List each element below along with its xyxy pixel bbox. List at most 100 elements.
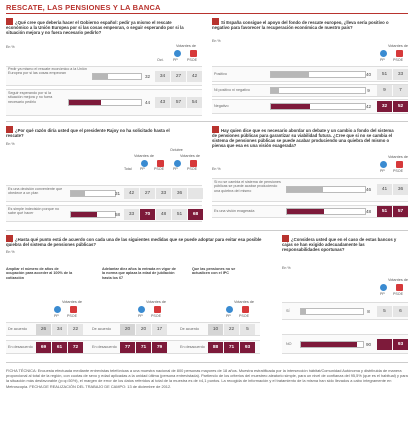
q2-row-2-psoe: 7 [393, 85, 408, 96]
q6-votantes-header: Votantes de [387, 278, 408, 282]
q2-row-1-bar [270, 71, 366, 78]
q3-col-psoe: PSOE [154, 167, 164, 171]
q4-row-1-psoe: 36 [393, 184, 408, 195]
q2-votantes-header: Votantes de [387, 44, 408, 48]
bar-fill [71, 212, 97, 217]
psoe-logo-icon [154, 306, 161, 313]
q5-row-acuerdo-label-3: De acuerdo [180, 327, 200, 331]
q5-s1-acuerdo-total: 26 [36, 324, 51, 335]
pp-logo-icon [54, 306, 61, 313]
q1-row-2-oct: 43 [155, 97, 170, 108]
q5-sub-3-label: Que las pensiones no se actualicen con e… [192, 267, 236, 276]
q3-row-1-cell-2: 27 [140, 188, 155, 199]
q5-s1-desacuerdo-total: 69 [36, 342, 51, 353]
q2-row-2-label: Ni positivo ni negativo [214, 88, 250, 92]
q5-sub-3-col-psoe: PSOE [239, 314, 249, 318]
q3-votantes-header: Votantes de [133, 154, 154, 158]
section-divider [6, 362, 408, 363]
q2-row-1-value: 40 [365, 72, 372, 77]
q5-s2-desacuerdo-pp: 71 [136, 342, 151, 353]
q4-row-1-bar [286, 186, 366, 193]
q1-row-1-value: 32 [144, 74, 151, 79]
q2-row-1-label: Positivo [214, 72, 227, 76]
q3-unit: En % [6, 142, 15, 146]
q5-row-desacuerdo-label-3: En desacuerdo [180, 345, 205, 349]
q6-row-1-label: SÍ [286, 309, 290, 313]
question-marker [212, 18, 219, 25]
psoe-logo-icon [396, 161, 403, 168]
q5-sub-2-col-psoe: PSOE [151, 314, 161, 318]
q6-row-1-psoe: 6 [393, 306, 408, 317]
q3-row-2-cell-4: 51 [172, 209, 187, 220]
q5-s1-acuerdo-psoe: 22 [68, 324, 83, 335]
bar-fill [271, 72, 309, 77]
q4-col-pp: PP [380, 169, 385, 173]
q1-unit: En % [6, 45, 15, 49]
q5-s3-desacuerdo-pp: 71 [224, 342, 239, 353]
q1-col-pp: PP [173, 58, 178, 62]
q5-s3-acuerdo-total: 10 [208, 324, 223, 335]
pp-logo-icon [174, 50, 181, 57]
q4-row-1-label: Si no se cambia el sistema de pensiones … [214, 180, 281, 193]
q5-s1-acuerdo-pp: 34 [52, 324, 67, 335]
q5-s2-acuerdo-pp: 20 [136, 324, 151, 335]
psoe-logo-icon [396, 50, 403, 57]
q2-row-3-label: Negativo [214, 104, 229, 108]
q4-row-1-value: 46 [365, 187, 372, 192]
bar-fill [287, 187, 323, 192]
q6-unit: En % [282, 266, 291, 270]
question-marker [6, 235, 13, 242]
q6-row-1-value: 8 [367, 309, 370, 314]
q3-row-1-cell-1: 42 [124, 188, 139, 199]
pp-logo-icon [141, 160, 148, 167]
pp-logo-icon [380, 161, 387, 168]
psoe-logo-icon [190, 50, 197, 57]
q6-question: ¿Considera usted que en el caso de estas… [282, 235, 397, 252]
bar-fill [71, 191, 85, 196]
q3-row-2-cell-3: 48 [156, 209, 171, 220]
bar-fill [287, 209, 325, 214]
psoe-logo-icon [242, 306, 249, 313]
q5-unit: En % [6, 250, 15, 254]
q6-row-2-pp [377, 339, 392, 350]
q1-row-2-bar [68, 99, 142, 106]
q1-row-1-oct: 34 [155, 71, 170, 82]
q5-s3-acuerdo-pp: 22 [224, 324, 239, 335]
pp-logo-icon [380, 284, 387, 291]
q2-question: Si España consigue el apoyo del fondo de… [212, 18, 389, 30]
q3-col-pp: PP [140, 167, 145, 171]
q1-col-oct: Oct. [157, 58, 164, 62]
q5-s2-desacuerdo-psoe: 79 [152, 342, 167, 353]
q2-row-1-pp: 51 [377, 69, 392, 80]
q3-row-1-value: 31 [114, 191, 121, 196]
q2-row-1-psoe: 33 [393, 69, 408, 80]
psoe-logo-icon [190, 160, 197, 167]
q6-row-2-psoe: 93 [393, 339, 408, 350]
q4-votantes-header: Votantes de [387, 155, 408, 159]
section-divider [6, 230, 408, 231]
q5-s2-acuerdo-psoe: 17 [152, 324, 167, 335]
pp-logo-icon [226, 306, 233, 313]
psoe-logo-icon [70, 306, 77, 313]
q1-votantes-header: Votantes de [175, 44, 196, 48]
q2-col-psoe: PSOE [393, 58, 403, 62]
q4-col-psoe: PSOE [393, 169, 403, 173]
q1-row-1-pp: 27 [171, 71, 186, 82]
question-marker [282, 235, 289, 242]
bar-fill [301, 342, 357, 347]
q3-row-2-value: 58 [114, 212, 121, 217]
q6-col-pp: PP [380, 292, 385, 296]
q2-unit: En % [212, 39, 221, 43]
q3-row-2-cell-1: 33 [124, 209, 139, 220]
ficha-tecnica: FICHA TÉCNICA: Encuesta efectuada median… [6, 368, 408, 389]
q4-question: Hay quien dice que es necesario abordar … [212, 126, 394, 148]
psoe-logo-icon [157, 160, 164, 167]
q1-row-2-psoe: 54 [187, 97, 202, 108]
q2-row-3-pp: 32 [377, 101, 392, 112]
q5-s2-acuerdo-total: 20 [120, 324, 135, 335]
q1-question: ¿Qué cree que debería hacer el Gobierno … [6, 18, 184, 35]
q3-row-2-label: Es simple indecisión porque no sabe qué … [8, 207, 60, 216]
q5-sub-1-col-psoe: PSOE [67, 314, 77, 318]
section-divider [6, 121, 408, 122]
q3-question: ¿Por qué razón diría usted que el presid… [6, 126, 170, 138]
